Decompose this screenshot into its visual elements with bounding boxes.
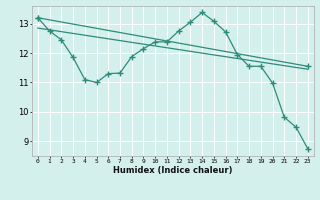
X-axis label: Humidex (Indice chaleur): Humidex (Indice chaleur) [113, 166, 233, 175]
